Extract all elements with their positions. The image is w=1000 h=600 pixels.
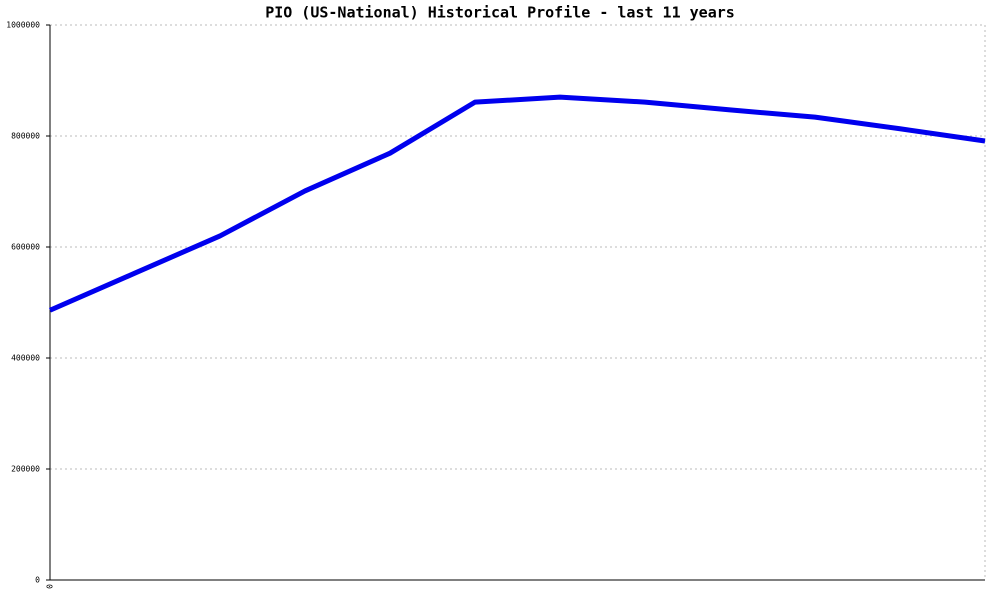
chart-title: PIO (US-National) Historical Profile - l… — [265, 4, 735, 22]
y-tick-label: 800000 — [11, 132, 40, 141]
y-tick-label: 400000 — [11, 354, 40, 363]
y-tick-label: 600000 — [11, 243, 40, 252]
x-tick-label: 0 — [46, 584, 55, 589]
y-tick-label: 1000000 — [6, 21, 40, 30]
y-tick-label: 0 — [35, 576, 40, 585]
data-line — [48, 94, 986, 313]
y-tick-label: 200000 — [11, 465, 40, 474]
